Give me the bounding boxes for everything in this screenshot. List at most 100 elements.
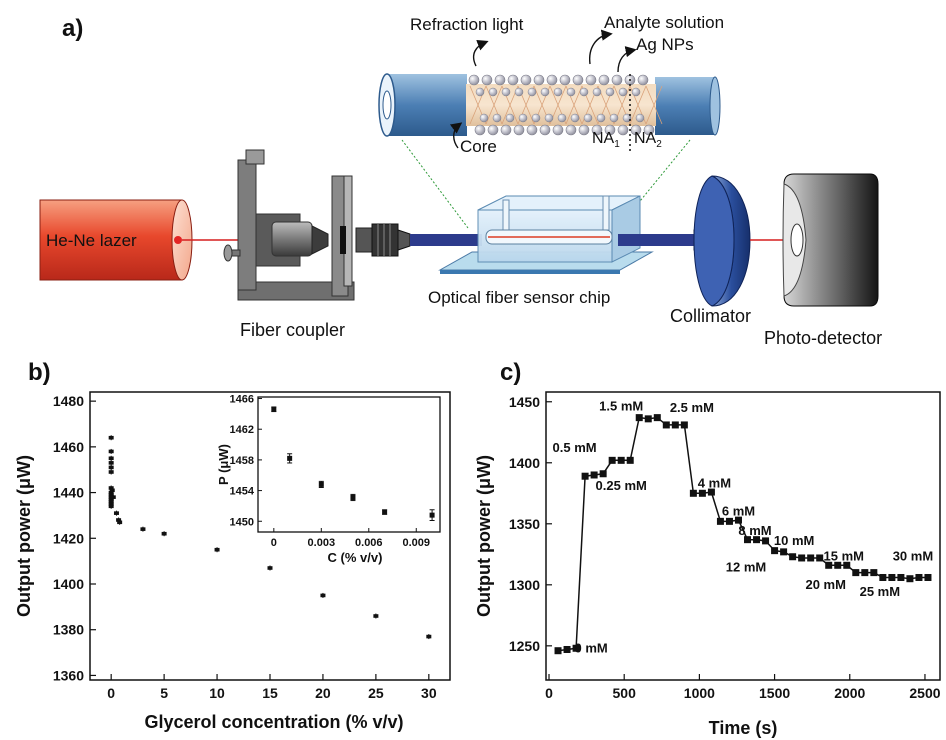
y-tick-label-c: 1350 (509, 516, 540, 532)
data-point-c (924, 573, 932, 581)
ag-nanoparticle (518, 113, 528, 123)
chip-outlet-tube (602, 195, 610, 231)
ag-nanoparticle (596, 113, 606, 123)
data-point-b (267, 566, 273, 570)
ag-nanoparticle (565, 124, 577, 136)
ag-nanoparticle (609, 113, 619, 123)
data-point-c (716, 517, 724, 525)
y-tick-label-c: 1400 (509, 455, 540, 471)
ag-nanoparticle (579, 87, 589, 97)
refraction-ray (629, 85, 647, 125)
ag-nanoparticle (566, 87, 576, 97)
data-point-c (861, 569, 869, 577)
collimator: Collimator (670, 175, 751, 326)
analyte-solution-arrow (589, 29, 613, 65)
data-point-c (644, 415, 652, 423)
panel-b: b) 1360 1380 1400 1420 1440 1460 1480 0 5 10 15 20 2… (14, 359, 451, 732)
ag-nanoparticles (468, 74, 655, 136)
panel-label-c: c) (500, 359, 521, 386)
refraction-ray (485, 85, 503, 125)
concentration-annotation: 2.5 mM (670, 400, 714, 415)
y-axis-title-b: Output power (μW) (14, 455, 34, 617)
data-point-c (554, 647, 562, 655)
x-tick-label-c: 2000 (834, 685, 865, 701)
data-point-c (653, 414, 661, 422)
x-tick-label-inset: 0.009 (402, 537, 430, 549)
x-axis-title-c: Time (s) (709, 718, 778, 738)
data-point-c (635, 414, 643, 422)
data-point-b (140, 527, 146, 531)
ag-nanoparticle (492, 113, 502, 123)
data-point-c (671, 421, 679, 429)
data-point-b (108, 470, 114, 474)
ag-nanoparticle (507, 74, 519, 86)
ag-nanoparticle (559, 74, 571, 86)
laser-label: He-Ne lazer (46, 231, 137, 250)
core-arrow (449, 122, 463, 149)
data-point-c (744, 536, 752, 544)
y-tick-label-b: 1380 (53, 622, 84, 638)
concentration-annotation: 0.5 mM (553, 440, 597, 455)
data-point-b (108, 435, 114, 440)
fiber-coupler-label: Fiber coupler (240, 320, 345, 340)
x-tick-label-b: 20 (315, 685, 331, 701)
ag-nanoparticle (643, 124, 655, 136)
data-point-b (373, 614, 379, 618)
photo-detector: Photo-detector (764, 173, 882, 348)
x-tick-label-inset: 0 (271, 537, 277, 549)
ag-nanoparticle (611, 74, 623, 86)
ag-nanoparticle (585, 74, 597, 86)
data-point-c (888, 573, 896, 581)
ag-nanoparticle (500, 124, 512, 136)
data-point-c (626, 456, 634, 464)
concentration-annotation: 6 mM (722, 504, 755, 519)
fiber-zoom-illustration: Refraction light Analyte solution Ag NPs… (378, 13, 724, 156)
zoom-projection-right (617, 139, 691, 229)
data-point-c (662, 421, 670, 429)
data-point-b (110, 495, 116, 499)
plot-frame-inset (257, 396, 441, 533)
na2-label: NA2 (634, 130, 662, 150)
data-point-c (572, 644, 580, 652)
sensor-chip-label: Optical fiber sensor chip (428, 288, 610, 307)
data-point-c (680, 421, 688, 429)
data-point-c (780, 548, 788, 556)
laser-aperture (174, 236, 182, 244)
collimator-label: Collimator (670, 306, 751, 326)
concentration-annotation: 8 mM (738, 523, 771, 538)
ag-nanoparticle (501, 87, 511, 97)
x-tick-label-c: 1000 (684, 685, 715, 701)
ag-nanoparticle (505, 113, 515, 123)
concentration-annotation: 4 mM (698, 476, 731, 491)
ag-nanoparticle (605, 87, 615, 97)
ag-nanoparticle (531, 113, 541, 123)
x-tick-label-c: 1500 (759, 685, 790, 701)
concentration-annotation: 1.5 mM (599, 399, 643, 414)
data-point-b (108, 504, 114, 509)
ag-nanoparticle (631, 87, 641, 97)
y-tick-label-inset: 1454 (230, 486, 255, 498)
y-tick-label-b: 1360 (53, 667, 84, 683)
data-point-c (762, 537, 770, 545)
y-axis-title-inset: P (μW) (216, 444, 231, 485)
data-point-c (753, 536, 761, 544)
ag-nanoparticle (622, 113, 632, 123)
data-point-c (599, 470, 607, 478)
concentration-annotation: 30 mM (893, 549, 933, 564)
data-point-b (109, 488, 115, 493)
data-point-b (116, 518, 122, 522)
data-point-inset (382, 509, 388, 515)
na1-label: NA1 (592, 130, 620, 150)
ag-nanoparticle (539, 124, 551, 136)
ag-nanoparticle (553, 87, 563, 97)
data-point-c (581, 472, 589, 480)
data-point-b (426, 634, 432, 639)
ag-nanoparticle (513, 124, 525, 136)
ag-nanoparticle (617, 124, 629, 136)
data-point-c (563, 645, 571, 653)
analyte-solution-label: Analyte solution (604, 13, 724, 32)
photodetector-label: Photo-detector (764, 328, 882, 348)
chip-substrate-front (440, 270, 620, 274)
ag-nanoparticle (635, 113, 645, 123)
ag-nanoparticle (468, 74, 480, 86)
